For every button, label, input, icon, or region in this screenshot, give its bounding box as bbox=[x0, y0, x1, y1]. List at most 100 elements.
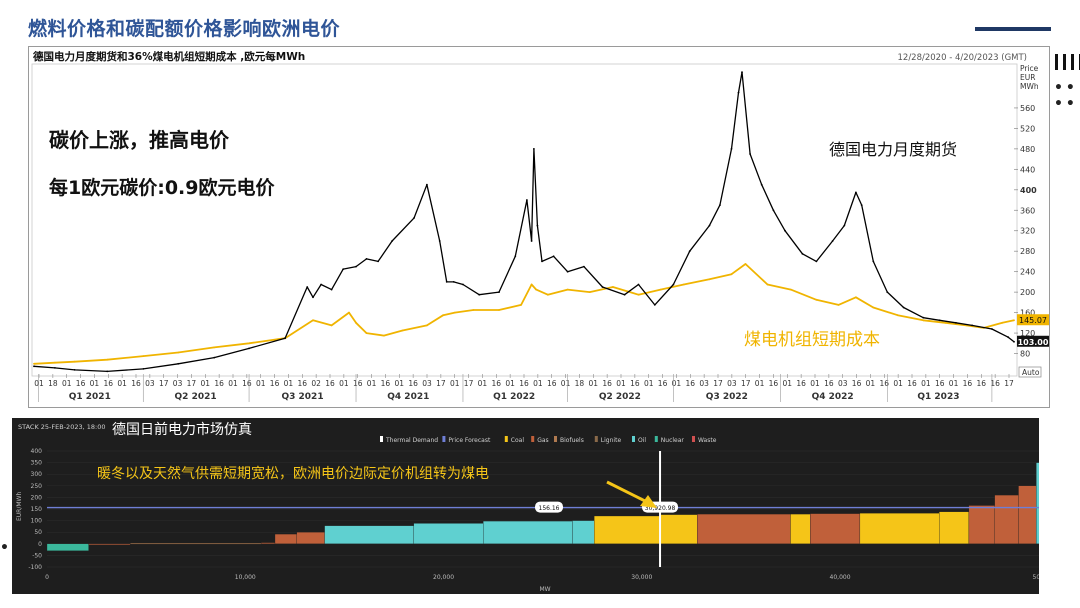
futures-point bbox=[801, 252, 804, 255]
futures-point bbox=[106, 370, 109, 373]
x-tick-label: 16 bbox=[353, 379, 363, 388]
chart-date-range: 12/28/2020 - 4/20/2023 (GMT) bbox=[898, 53, 1028, 63]
coal-cost-point bbox=[708, 278, 711, 281]
legend-swatch bbox=[531, 436, 535, 442]
futures-point bbox=[741, 71, 743, 73]
futures-point bbox=[719, 204, 721, 207]
x-tick-label: 01 bbox=[450, 379, 460, 388]
x-tick-label: 01 bbox=[810, 379, 820, 388]
stack-bar-gas bbox=[296, 532, 325, 544]
x-tick-label: 10,000 bbox=[235, 574, 256, 581]
power-futures-chart-svg: 德国电力月度期货和36%煤电机组短期成本 ,欧元每MWh 12/28/2020 … bbox=[31, 50, 1049, 402]
x-tick-label: 0 bbox=[45, 574, 49, 581]
x-quarter-label: Q4 2021 bbox=[387, 392, 429, 402]
arrow-head-icon bbox=[640, 495, 657, 508]
coal-cost-point bbox=[922, 319, 925, 322]
x-axis-label: MW bbox=[539, 586, 550, 593]
stack-bar-oil bbox=[324, 525, 414, 544]
coal-cost-point bbox=[106, 358, 109, 361]
futures-point bbox=[306, 286, 309, 288]
futures-point bbox=[438, 240, 441, 242]
stack-bar-oil bbox=[1036, 462, 1039, 544]
stack-bar-gas bbox=[810, 513, 861, 544]
x-tick-label: 17 bbox=[741, 379, 751, 388]
stack-bar-gas bbox=[697, 513, 791, 544]
legend-swatch bbox=[692, 436, 695, 442]
futures-point bbox=[938, 319, 941, 322]
coal-cost-point bbox=[54, 361, 56, 364]
annotation-arrow bbox=[606, 480, 648, 504]
coal-cost-point bbox=[837, 304, 840, 306]
coal-cost-point bbox=[213, 346, 216, 349]
coal-cost-point bbox=[248, 342, 251, 345]
coal-cost-point bbox=[453, 311, 456, 314]
futures-point bbox=[653, 304, 656, 306]
coal-cost-point bbox=[520, 304, 522, 306]
merit-order-title: 德国日前电力市场仿真 bbox=[112, 421, 252, 438]
merit-order-chart-svg: STACK 25-FEB-2023, 18:00 德国日前电力市场仿真 Ther… bbox=[16, 421, 1039, 593]
futures-point bbox=[342, 268, 345, 270]
coal-cost-point bbox=[546, 293, 549, 296]
coal-cost-point bbox=[472, 309, 475, 311]
y-tick-label: 280 bbox=[1020, 247, 1035, 256]
x-tick-label: 16 bbox=[824, 379, 834, 388]
stack-bar-biofuels bbox=[130, 542, 262, 545]
futures-point bbox=[860, 204, 863, 207]
x-quarter-label: Q1 2021 bbox=[69, 392, 111, 402]
slide-title: 燃料价格和碳配额价格影响欧洲电价 bbox=[28, 18, 341, 40]
futures-line bbox=[33, 71, 1015, 373]
x-tick-label: 01 bbox=[672, 379, 682, 388]
legend-swatch bbox=[504, 436, 508, 442]
price-forecast-badge bbox=[535, 501, 563, 513]
x-quarter-label: Q3 2022 bbox=[706, 392, 748, 402]
stack-bar-coal bbox=[859, 513, 940, 544]
x-quarter-label: Q2 2022 bbox=[599, 392, 641, 402]
y-tick-label: 80 bbox=[1020, 350, 1030, 359]
y-tick-label: 400 bbox=[1020, 186, 1037, 195]
last-value-orange: 145.07 bbox=[1019, 316, 1047, 325]
coal-cost-point bbox=[1013, 319, 1015, 322]
x-tick-label: 01 bbox=[90, 379, 100, 388]
coal-cost-point bbox=[612, 286, 614, 288]
x-tick-label: 01 bbox=[339, 379, 349, 388]
legend-label: Oil bbox=[638, 437, 646, 444]
chart-title: 德国电力月度期货和36%煤电机组短期成本 ,欧元每MWh bbox=[32, 50, 305, 63]
futures-point bbox=[312, 296, 314, 299]
coal-cost-point bbox=[588, 291, 591, 293]
x-tick-label: 01 bbox=[228, 379, 238, 388]
x-tick-label: 16 bbox=[796, 379, 806, 388]
last-value-badge-black bbox=[1017, 335, 1049, 347]
y-axis-label: EUR/MWh bbox=[16, 492, 23, 521]
x-tick-label: 03 bbox=[727, 379, 737, 388]
futures-point bbox=[672, 283, 675, 286]
legend-swatch bbox=[380, 436, 383, 442]
x-tick-label: 01 bbox=[893, 379, 903, 388]
x-tick-label: 03 bbox=[838, 379, 848, 388]
legend-label: Nuclear bbox=[661, 437, 685, 444]
legend-label: Coal bbox=[511, 437, 525, 444]
x-tick-label: 18 bbox=[575, 379, 585, 388]
x-tick-label: 17 bbox=[713, 379, 723, 388]
auto-scale-button[interactable]: Auto bbox=[1018, 366, 1042, 378]
plot-area bbox=[31, 63, 1018, 377]
x-tick-label: 30,000 bbox=[631, 574, 652, 581]
coal-cost-point bbox=[744, 263, 747, 265]
x-tick-label: 16 bbox=[658, 379, 668, 388]
x-tick-label: 18 bbox=[48, 379, 58, 388]
y-tick-label: 350 bbox=[31, 460, 43, 467]
x-tick-label: 01 bbox=[34, 379, 44, 388]
futures-point bbox=[248, 347, 251, 350]
futures-point bbox=[566, 270, 569, 273]
futures-point bbox=[413, 217, 415, 219]
x-tick-label: 02 bbox=[311, 379, 321, 388]
x-tick-label: 01 bbox=[589, 379, 599, 388]
coal-cost-point bbox=[401, 329, 404, 332]
futures-point bbox=[772, 209, 775, 212]
x-quarter-label: Q1 2023 bbox=[917, 392, 959, 402]
stack-bar-coal bbox=[659, 514, 698, 544]
futures-point bbox=[177, 362, 180, 365]
futures-point bbox=[831, 240, 834, 242]
stack-bar-coal bbox=[939, 511, 970, 544]
x-tick-label: 16 bbox=[907, 379, 917, 388]
auto-label: Auto bbox=[1022, 368, 1040, 377]
